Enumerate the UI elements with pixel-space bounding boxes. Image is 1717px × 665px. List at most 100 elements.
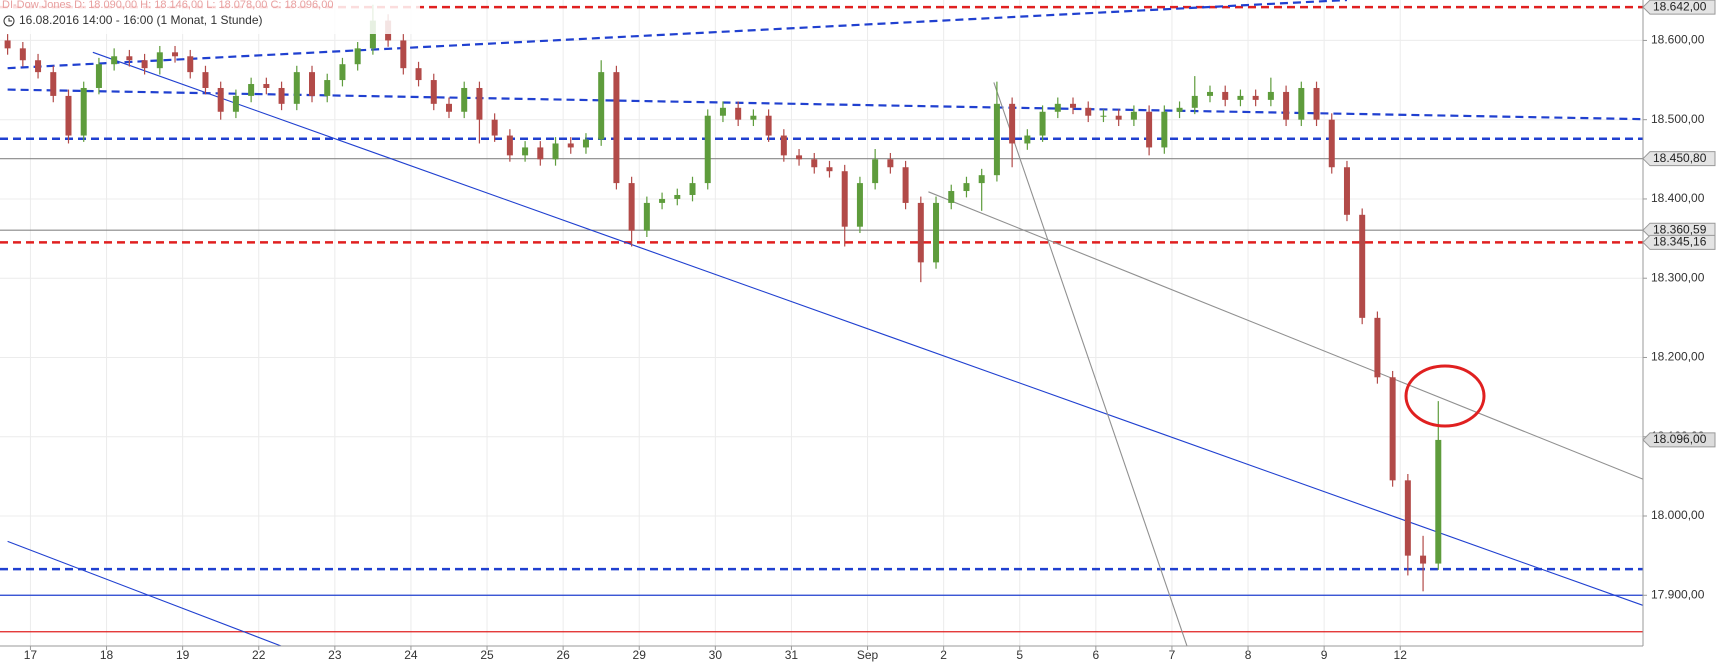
candle-body (217, 87, 224, 112)
title-bg (0, 0, 420, 34)
candle-body (506, 135, 513, 156)
candle-body (1328, 119, 1335, 168)
trend-line (928, 191, 1643, 480)
chart-title: 16.08.2016 14:00 - 16:00 (1 Monat, 1 Stu… (19, 13, 263, 27)
candle-body (887, 159, 894, 168)
candle-body (1222, 91, 1229, 100)
candle-body (674, 194, 681, 199)
price-tag-box (1642, 0, 1716, 15)
candle-body (750, 115, 757, 120)
candle-body (1359, 214, 1366, 318)
x-tick-label: 22 (252, 648, 266, 662)
trend-line (7, 0, 1348, 70)
candle-body (248, 84, 255, 96)
candle-body (704, 115, 711, 184)
clock-hands (8, 18, 12, 22)
candle-body (491, 119, 498, 136)
candle-body (872, 159, 879, 184)
candle-body (1283, 91, 1290, 120)
candle-body (126, 56, 133, 61)
candle-body (1070, 103, 1077, 108)
candle-body (1389, 377, 1396, 481)
x-tick-label: 8 (1245, 648, 1252, 662)
x-tick-label: 31 (785, 648, 799, 662)
x-tick-label: 17 (24, 648, 38, 662)
candle-body (1161, 111, 1168, 148)
candle-body (978, 175, 985, 184)
candle-body (659, 198, 666, 203)
chart-subtitle: DI-Dow Jones D: 18.090,00 H: 18.146,00 L… (2, 0, 333, 11)
candle-body (811, 159, 818, 168)
candle-body (461, 87, 468, 112)
candle-body (1009, 103, 1016, 144)
candle-body (689, 183, 696, 195)
candle-body (35, 60, 42, 73)
candle-body (856, 183, 863, 227)
candle-body (719, 107, 726, 116)
price-tag-label: 18.345,16 (1653, 235, 1707, 249)
axis-labels: 17.900,0018.000,0018.100,0018.200,0018.3… (24, 0, 1716, 662)
price-tag-box (1642, 234, 1716, 250)
y-tick-label: 17.900,00 (1651, 587, 1705, 601)
candle-body (1343, 167, 1350, 215)
candle-body (948, 191, 955, 203)
candle-body (369, 20, 376, 49)
candle-body (598, 72, 605, 140)
candle-body (902, 167, 909, 203)
price-tag-label: 18.360,59 (1653, 222, 1707, 236)
y-tick-label: 18.000,00 (1651, 508, 1705, 522)
candle-body (643, 202, 650, 231)
candle-body (1085, 107, 1092, 116)
y-tick-label: 18.400,00 (1651, 191, 1705, 205)
x-tick-label: 26 (556, 648, 570, 662)
x-tick-label: 18 (100, 648, 114, 662)
candle-body (324, 80, 331, 96)
candle-body (476, 87, 483, 120)
candle-body (445, 103, 452, 112)
x-tick-label: 24 (404, 648, 418, 662)
candle-body (567, 143, 574, 148)
candle-body (826, 167, 833, 172)
candle-body (1404, 480, 1411, 556)
x-tick-label: 7 (1169, 648, 1176, 662)
candle-body (796, 155, 803, 160)
x-tick-label: 2 (940, 648, 947, 662)
last-price-tag-label: 18.096,00 (1653, 432, 1707, 446)
candle-body (400, 40, 407, 69)
candle-body (1100, 115, 1107, 117)
clock-icon (3, 15, 15, 27)
price-tag-label: 18.450,80 (1653, 151, 1707, 165)
candle-body (415, 68, 422, 81)
candle-body (933, 202, 940, 263)
candle-body (993, 103, 1000, 176)
price-tag-label: 18.642,00 (1653, 0, 1707, 13)
candle-body (1313, 87, 1320, 120)
x-tick-label: 12 (1394, 648, 1408, 662)
candle-body (1435, 439, 1442, 564)
candle-body (309, 72, 316, 96)
x-tick-label: 6 (1092, 648, 1099, 662)
candle-body (841, 171, 848, 227)
candle-body (1206, 91, 1213, 96)
candle-body (1252, 95, 1259, 100)
candle-body (628, 183, 635, 231)
candle-body (430, 80, 437, 104)
x-tick-label: Sep (857, 648, 879, 662)
x-tick-label: 9 (1321, 648, 1328, 662)
candle-body (765, 115, 772, 136)
candle-body (1024, 135, 1031, 144)
candle-body (65, 95, 72, 136)
candle-body (1039, 111, 1046, 136)
x-tick-label: 23 (328, 648, 342, 662)
y-tick-label: 18.500,00 (1651, 112, 1705, 126)
last-price-tag-box (1642, 432, 1716, 448)
candle-body (202, 72, 209, 88)
y-tick-label: 18.600,00 (1651, 33, 1705, 47)
price-tag-box (1642, 151, 1716, 167)
candle-body (1176, 107, 1183, 112)
candle-body (141, 60, 148, 69)
y-tick-label: 18.300,00 (1651, 270, 1705, 284)
candle-body (780, 135, 787, 156)
